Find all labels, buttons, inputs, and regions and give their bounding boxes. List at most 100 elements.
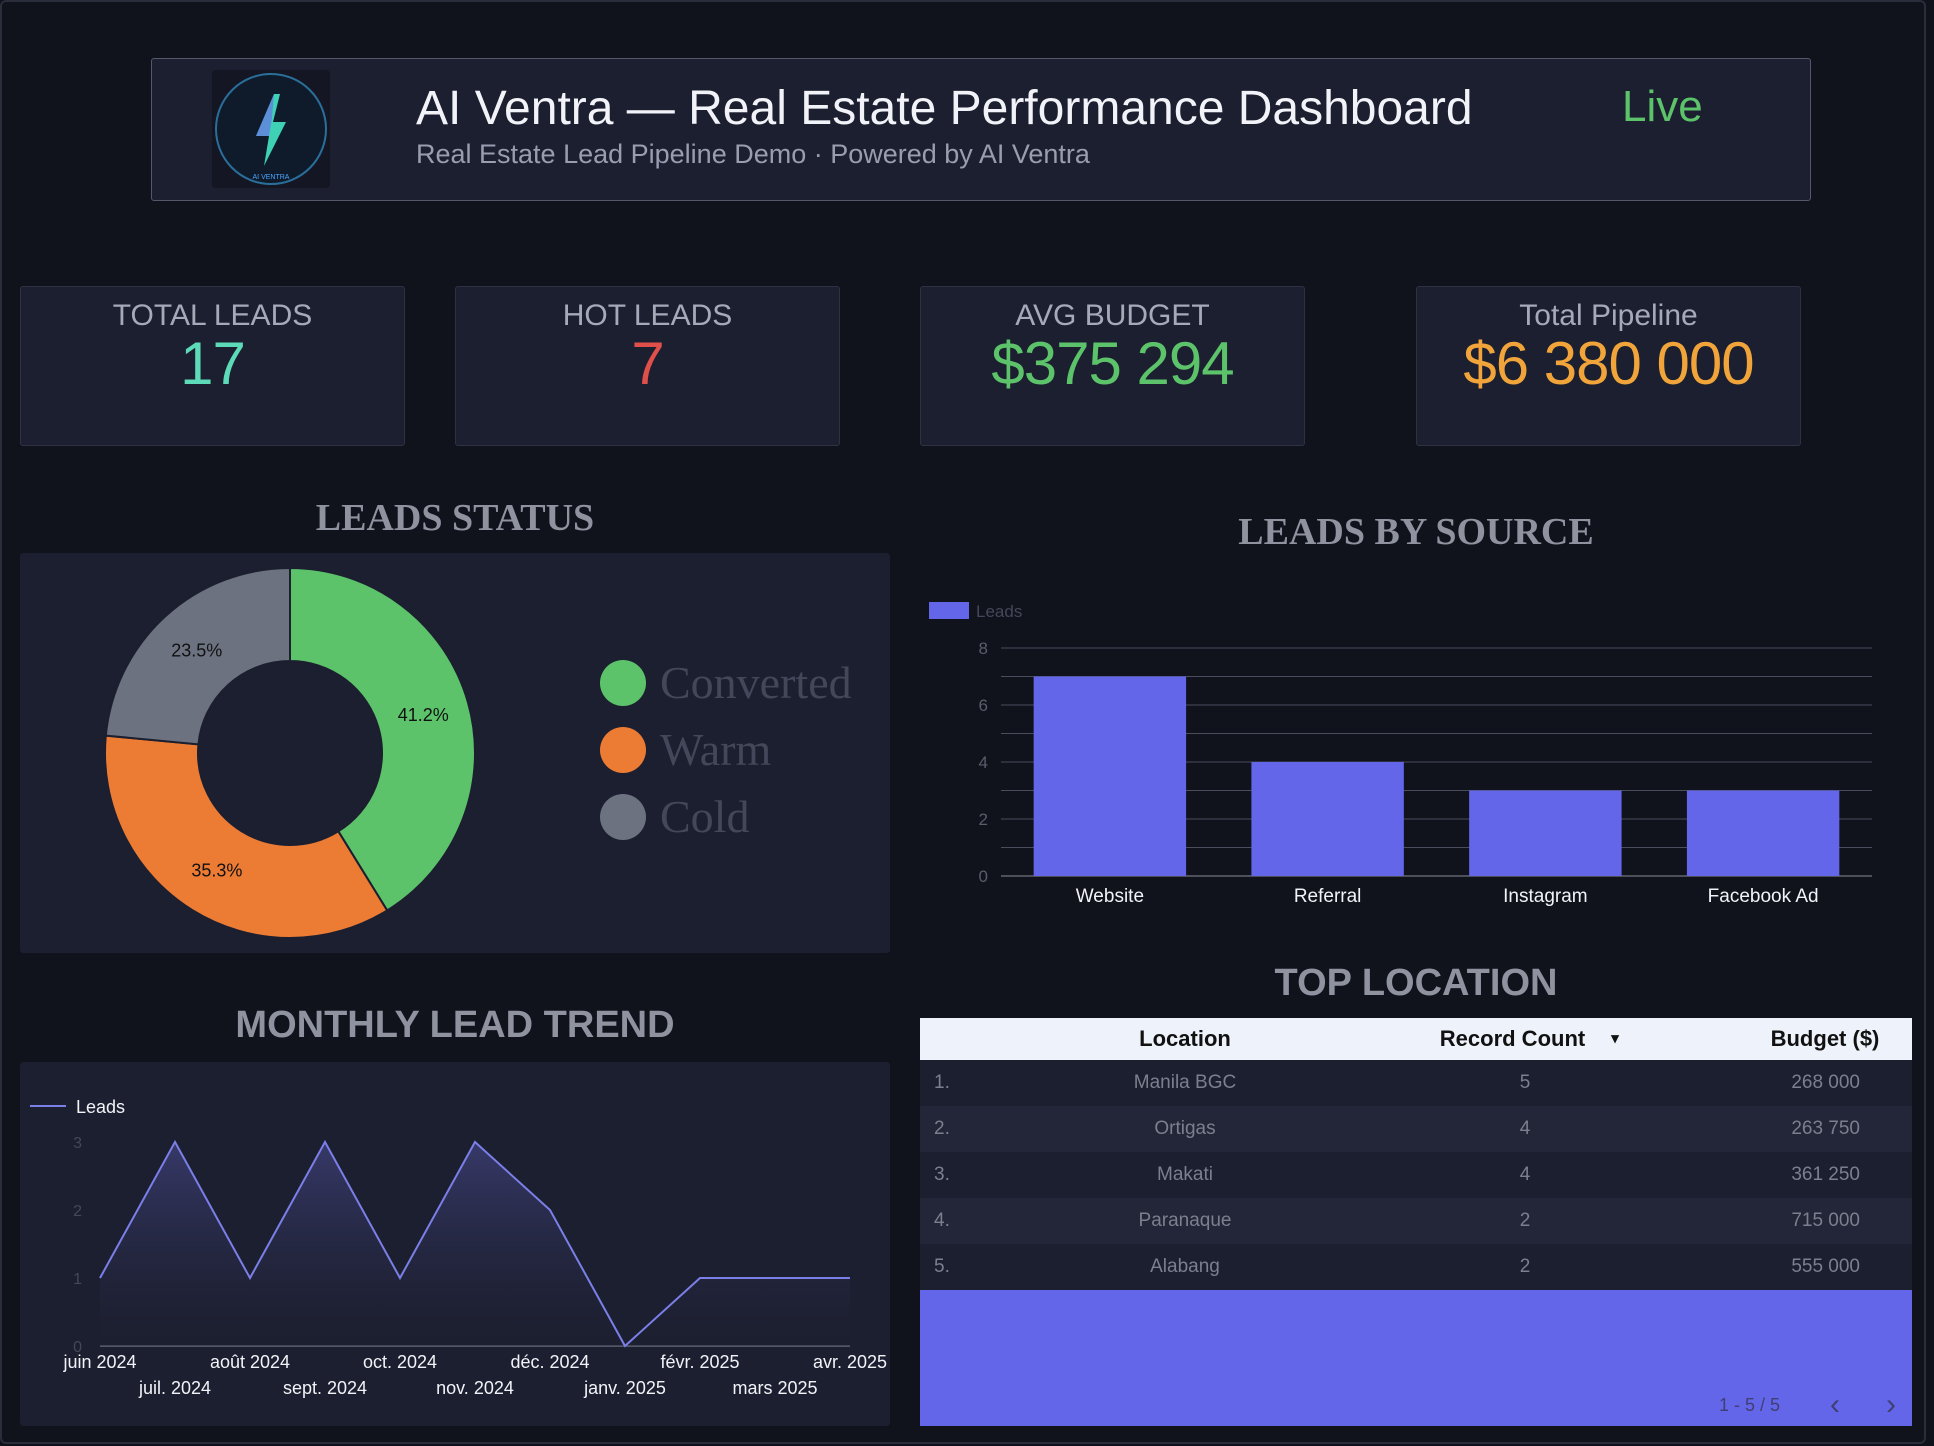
- cell-location: Manila BGC: [1133, 1072, 1237, 1093]
- logo-text: AI VENTRA: [253, 174, 290, 181]
- x-tick-label: juil. 2024: [138, 1378, 211, 1398]
- top-location-title: TOP LOCATION: [1274, 962, 1558, 1004]
- cell-budget: 263 750: [1791, 1118, 1860, 1139]
- kpi-label: HOT LEADS: [562, 299, 733, 332]
- row-index: 2.: [934, 1118, 950, 1139]
- column-header-location[interactable]: Location: [1139, 1026, 1231, 1051]
- leads-by-source-title: LEADS BY SOURCE: [1238, 511, 1594, 553]
- y-tick-label: 0: [979, 867, 988, 886]
- kpi-value: 17: [180, 330, 246, 397]
- x-tick-label: Instagram: [1503, 886, 1587, 907]
- column-header-budget[interactable]: Budget ($): [1770, 1026, 1880, 1051]
- cell-record-count: 4: [1519, 1164, 1531, 1185]
- x-tick-label: janv. 2025: [583, 1378, 666, 1398]
- y-tick-label: 2: [73, 1203, 82, 1220]
- table-row[interactable]: 4. Paranaque 2 715 000: [920, 1198, 1912, 1244]
- pie-slice-warm[interactable]: [104, 734, 389, 939]
- y-tick-label: 8: [979, 639, 988, 658]
- y-tick-label: 1: [73, 1271, 82, 1288]
- legend-swatch: [929, 602, 969, 619]
- table-row[interactable]: 1. Manila BGC 5 268 000: [920, 1060, 1912, 1106]
- bar-referral[interactable]: [1251, 762, 1404, 876]
- cell-record-count: 5: [1519, 1072, 1531, 1093]
- cell-record-count: 4: [1519, 1118, 1531, 1139]
- cell-location: Makati: [1157, 1164, 1213, 1185]
- table-row[interactable]: 2. Ortigas 4 263 750: [920, 1106, 1912, 1152]
- cell-budget: 555 000: [1791, 1256, 1860, 1277]
- monthly-trend-title: MONTHLY LEAD TREND: [235, 1004, 675, 1046]
- kpi-value: $6 380 000: [1463, 330, 1754, 397]
- x-tick-label: avr. 2025: [813, 1352, 887, 1372]
- pagination-label: 1 - 5 / 5: [1718, 1395, 1780, 1415]
- y-tick-label: 6: [979, 696, 988, 715]
- prev-page-button[interactable]: ‹: [1830, 1388, 1840, 1421]
- cell-budget: 361 250: [1791, 1164, 1860, 1185]
- page-subtitle: Real Estate Lead Pipeline Demo · Powered…: [416, 139, 1090, 169]
- leads-status-title: LEADS STATUS: [315, 497, 595, 539]
- x-tick-label: Referral: [1294, 886, 1362, 907]
- kpi-hot-leads: HOT LEADS 7: [455, 286, 840, 446]
- x-tick-label: Facebook Ad: [1708, 886, 1819, 907]
- next-page-button[interactable]: ›: [1886, 1388, 1896, 1421]
- cell-record-count: 2: [1519, 1210, 1531, 1231]
- kpi-label: TOTAL LEADS: [112, 299, 313, 332]
- leads-status-donut: 41.2% 35.3% 23.5%: [104, 566, 476, 939]
- legend-label: Converted: [660, 657, 852, 708]
- legend-dot-icon: [600, 727, 646, 773]
- pie-slice-cold[interactable]: [104, 566, 291, 746]
- kpi-total-pipeline: Total Pipeline $6 380 000: [1416, 286, 1801, 446]
- header-banner: AI VENTRA AI Ventra — Real Estate Perfor…: [151, 58, 1811, 201]
- kpi-label: AVG BUDGET: [1015, 299, 1210, 332]
- row-index: 5.: [934, 1256, 950, 1277]
- x-tick-label: sept. 2024: [283, 1378, 367, 1398]
- pie-slice-converted[interactable]: [289, 566, 476, 912]
- x-tick-label: mars 2025: [732, 1378, 817, 1398]
- x-tick-label: Website: [1076, 886, 1144, 907]
- cell-budget: 268 000: [1791, 1072, 1860, 1093]
- x-tick-label: août 2024: [210, 1352, 290, 1372]
- legend-label: Leads: [76, 1097, 125, 1117]
- kpi-value: $375 294: [991, 330, 1234, 397]
- leads-status-panel: 41.2% 35.3% 23.5% Converted Warm Cold: [20, 553, 890, 953]
- legend-label: Leads: [976, 602, 1022, 621]
- kpi-value: 7: [631, 330, 664, 397]
- bar-instagram[interactable]: [1469, 790, 1622, 877]
- legend-label: Cold: [660, 791, 750, 842]
- x-tick-label: févr. 2025: [660, 1352, 739, 1372]
- kpi-total-leads: TOTAL LEADS 17: [20, 286, 405, 446]
- x-tick-label: déc. 2024: [510, 1352, 589, 1372]
- area-fill: [100, 1142, 850, 1346]
- legend-dot-icon: [600, 660, 646, 706]
- monthly-trend-panel: Leads 0 1 2 3 juin 2024 juil. 2024 août 2024 sep…: [20, 1062, 890, 1426]
- ai-ventra-logo: AI VENTRA: [212, 70, 330, 188]
- row-index: 3.: [934, 1164, 950, 1185]
- page-title: AI Ventra — Real Estate Performance Dash…: [416, 82, 1473, 135]
- bar-website[interactable]: [1033, 676, 1187, 877]
- y-tick-label: 0: [73, 1339, 82, 1356]
- pie-data-label: 23.5%: [171, 641, 222, 661]
- cell-location: Alabang: [1150, 1256, 1220, 1277]
- cell-record-count: 2: [1519, 1256, 1531, 1277]
- y-tick-label: 3: [73, 1135, 82, 1152]
- y-tick-label: 4: [979, 753, 988, 772]
- leads-by-source-chart: Leads 0 2 4 6 8 Website Referral Instagram Facebo…: [929, 602, 1872, 907]
- live-status: Live: [1622, 82, 1703, 131]
- sort-desc-icon[interactable]: ▾: [1611, 1030, 1619, 1047]
- row-index: 1.: [934, 1072, 950, 1093]
- x-tick-label: juin 2024: [62, 1352, 136, 1372]
- table-row[interactable]: 5. Alabang 2 555 000: [920, 1244, 1912, 1290]
- series-line-leads[interactable]: [99, 1139, 850, 1348]
- legend-label: Warm: [660, 724, 772, 775]
- kpi-avg-budget: AVG BUDGET $375 294: [920, 286, 1305, 446]
- y-tick-label: 2: [979, 810, 988, 829]
- bar-facebook-ad[interactable]: [1686, 790, 1840, 877]
- column-header-record-count[interactable]: Record Count: [1439, 1026, 1586, 1051]
- x-tick-label: oct. 2024: [363, 1352, 437, 1372]
- pie-data-label: 41.2%: [398, 705, 449, 725]
- kpi-label: Total Pipeline: [1519, 299, 1698, 332]
- pie-data-label: 35.3%: [191, 861, 242, 881]
- table-row[interactable]: 3. Makati 4 361 250: [920, 1152, 1912, 1198]
- cell-location: Paranaque: [1138, 1210, 1232, 1231]
- x-tick-label: nov. 2024: [436, 1378, 514, 1398]
